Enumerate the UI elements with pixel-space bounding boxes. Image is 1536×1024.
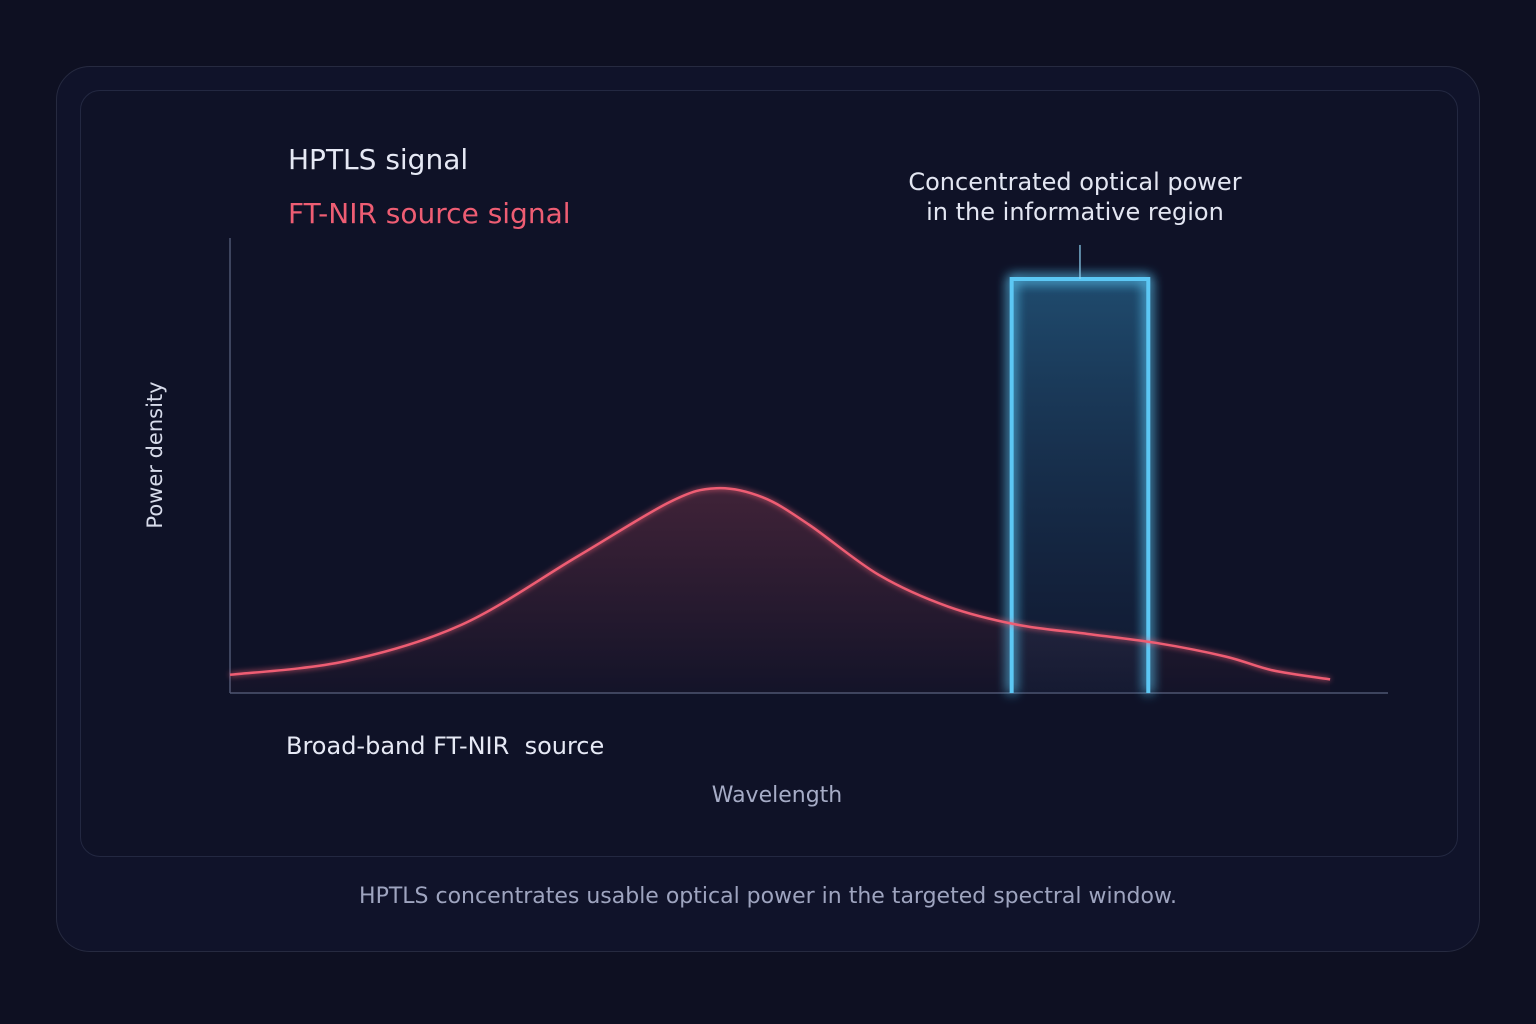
ftnir-area <box>230 488 1331 693</box>
annotation-line-2: in the informative region <box>926 198 1224 226</box>
y-axis-label: Power density <box>143 381 167 528</box>
annotation-line-1: Concentrated optical power <box>908 168 1241 196</box>
bottom-legend-label: Broad-band FT-NIR source <box>286 732 604 760</box>
hptls-bar-fill <box>1011 278 1149 693</box>
legend-label-hptls: HPTLS signal <box>288 143 468 176</box>
ftnir-signal-line <box>229 486 1331 681</box>
legend-label-ftnir: FT-NIR source signal <box>288 197 571 230</box>
chart-caption: HPTLS concentrates usable optical power … <box>359 884 1177 909</box>
x-axis-label: Wavelength <box>712 783 843 808</box>
chart-panel <box>80 90 1458 857</box>
